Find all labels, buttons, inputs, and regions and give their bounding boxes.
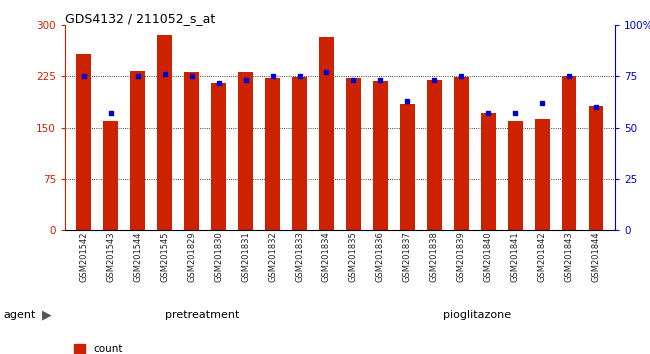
Bar [211, 83, 226, 230]
Text: agent: agent [3, 310, 36, 320]
Text: pretreatment: pretreatment [165, 310, 240, 320]
Bar [535, 119, 549, 230]
Bar [157, 35, 172, 230]
Bar [238, 72, 253, 230]
Bar [131, 71, 145, 230]
Legend: count, percentile rank within the sample: count, percentile rank within the sample [70, 340, 273, 354]
Text: pioglitazone: pioglitazone [443, 310, 512, 320]
Bar [185, 72, 199, 230]
Bar [454, 77, 469, 230]
Bar [319, 38, 334, 230]
Bar [589, 106, 603, 230]
Bar [77, 54, 91, 230]
Bar [562, 76, 577, 230]
Text: GDS4132 / 211052_s_at: GDS4132 / 211052_s_at [65, 12, 215, 25]
Bar [373, 81, 388, 230]
Bar [346, 79, 361, 230]
Bar [103, 121, 118, 230]
Bar [427, 80, 442, 230]
Bar [292, 77, 307, 230]
Bar [400, 104, 415, 230]
Bar [508, 121, 523, 230]
Bar [481, 113, 495, 230]
Text: ▶: ▶ [42, 309, 51, 321]
Bar [265, 79, 280, 230]
